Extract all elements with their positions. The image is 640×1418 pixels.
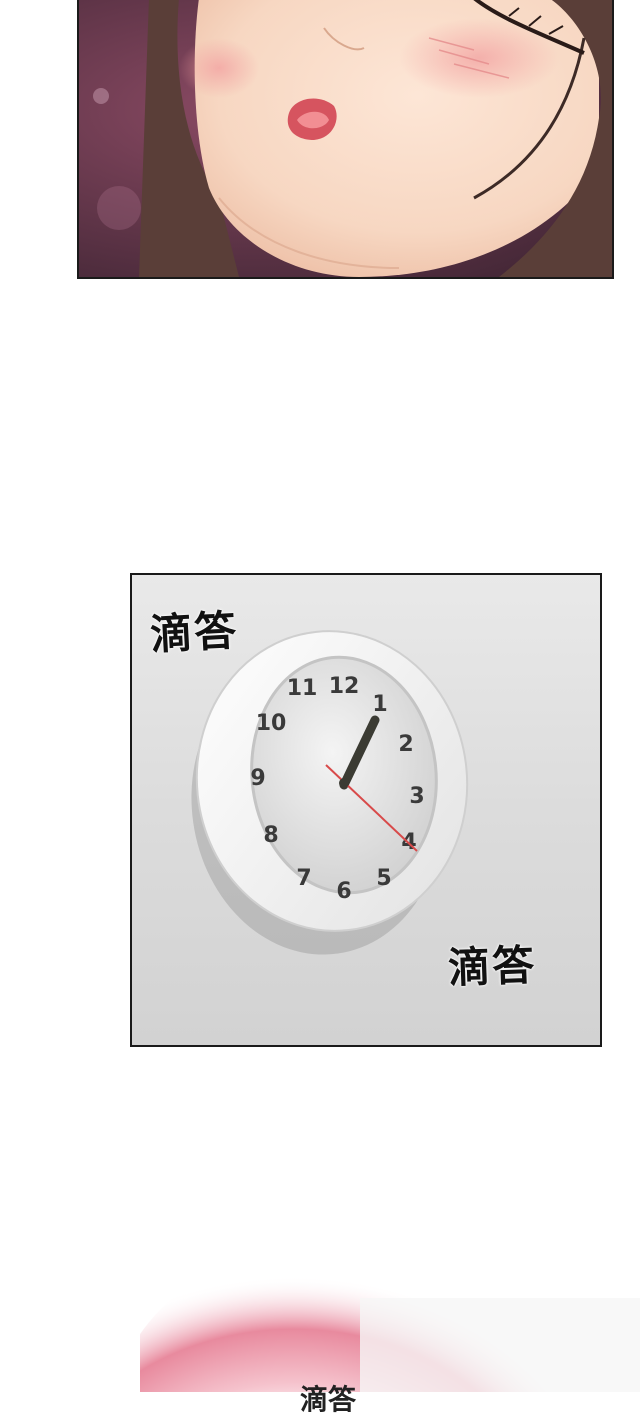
clock-number-7: 7 — [296, 866, 311, 891]
bottom-illustration — [140, 1228, 640, 1392]
clock-center — [339, 778, 349, 788]
sfx-tick-partial: 滴答 — [300, 1378, 356, 1418]
clock-number-8: 8 — [263, 823, 278, 848]
clock-number-1: 1 — [372, 692, 387, 717]
face-illustration — [79, 0, 612, 277]
sfx-tick-bottom: 滴答 — [447, 931, 537, 995]
bottom-partial-panel — [140, 1228, 640, 1392]
clock-number-12: 12 — [329, 674, 360, 699]
clock-panel: 12 1 2 3 4 5 6 7 8 9 10 11 滴答 滴答 — [130, 573, 602, 1047]
clock-number-11: 11 — [287, 676, 318, 701]
clock-number-10: 10 — [256, 711, 287, 736]
clock-number-5: 5 — [376, 866, 391, 891]
clock-number-2: 2 — [398, 732, 413, 757]
sfx-tick-top: 滴答 — [148, 597, 239, 663]
face-closeup-panel — [77, 0, 614, 279]
clock-number-3: 3 — [409, 784, 424, 809]
clock-number-9: 9 — [250, 766, 265, 791]
clock-number-6: 6 — [336, 879, 351, 904]
